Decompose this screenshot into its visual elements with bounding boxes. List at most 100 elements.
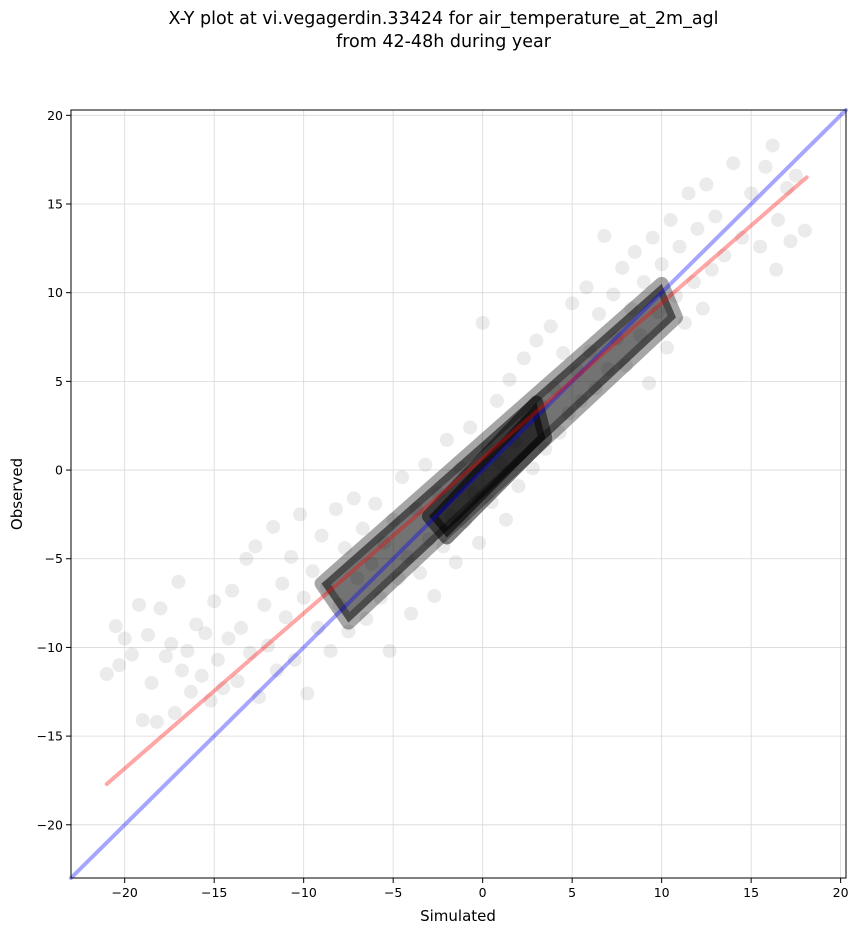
- data-point: [210, 652, 225, 667]
- data-point: [117, 631, 132, 646]
- data-point: [797, 223, 812, 238]
- data-point: [337, 541, 352, 556]
- data-point: [627, 244, 642, 259]
- data-point: [552, 425, 567, 440]
- y-tick: −10: [37, 640, 71, 655]
- data-point: [645, 230, 660, 245]
- x-tick: 15: [743, 878, 759, 900]
- dense-point-core: [421, 395, 553, 545]
- data-point: [543, 319, 558, 334]
- x-tick-label: 10: [654, 885, 670, 900]
- x-axis-label: Simulated: [420, 907, 496, 925]
- data-point: [744, 186, 759, 201]
- data-point: [556, 345, 571, 360]
- y-tick-label: 10: [47, 285, 63, 300]
- data-point: [153, 601, 168, 616]
- data-point: [171, 574, 186, 589]
- x-tick-label: 15: [743, 885, 759, 900]
- data-point: [668, 289, 683, 304]
- data-point: [234, 620, 249, 635]
- data-point: [167, 706, 182, 721]
- data-point: [769, 262, 784, 277]
- data-point: [284, 549, 299, 564]
- x-tick-label: −15: [201, 885, 227, 900]
- data-point: [296, 590, 311, 605]
- data-point: [242, 645, 257, 660]
- data-point: [592, 306, 607, 321]
- data-point: [189, 617, 204, 632]
- y-tick: −15: [37, 729, 71, 744]
- data-point: [278, 610, 293, 625]
- data-point: [418, 457, 433, 472]
- data-point: [660, 340, 675, 355]
- data-point: [498, 512, 513, 527]
- data-point: [704, 262, 719, 277]
- data-point: [135, 713, 150, 728]
- data-point: [140, 628, 155, 643]
- data-point: [216, 681, 231, 696]
- data-point: [239, 551, 254, 566]
- data-point: [717, 248, 732, 263]
- data-point: [472, 535, 487, 550]
- data-point: [346, 491, 361, 506]
- data-point: [323, 643, 338, 658]
- data-point: [677, 315, 692, 330]
- data-point: [529, 333, 544, 348]
- data-point: [275, 576, 290, 591]
- data-point: [654, 257, 669, 272]
- data-point: [225, 583, 240, 598]
- data-point: [765, 138, 780, 153]
- data-point: [198, 626, 213, 641]
- data-point: [124, 647, 139, 662]
- y-tick: −20: [37, 817, 71, 832]
- y-tick-label: −20: [37, 817, 63, 832]
- data-point: [203, 693, 218, 708]
- data-point: [183, 684, 198, 699]
- x-tick-label: 20: [833, 885, 849, 900]
- data-point: [260, 638, 275, 653]
- y-tick: 20: [47, 108, 71, 123]
- grid-lines: [71, 110, 846, 878]
- data-point: [305, 564, 320, 579]
- data-point: [230, 674, 245, 689]
- y-tick-label: 15: [47, 197, 63, 212]
- chart-title-line1: X-Y plot at vi.vegagerdin.33424 for air_…: [168, 9, 719, 29]
- data-point: [293, 507, 308, 522]
- data-point: [341, 624, 356, 639]
- data-point: [180, 643, 195, 658]
- data-point: [355, 521, 370, 536]
- x-tick-label: 5: [568, 885, 576, 900]
- data-point: [735, 230, 750, 245]
- y-tick-label: −10: [37, 640, 63, 655]
- data-point: [463, 420, 478, 435]
- y-tick: 5: [55, 374, 71, 389]
- data-point: [413, 565, 428, 580]
- data-point: [579, 280, 594, 295]
- y-tick: 15: [47, 197, 71, 212]
- data-point: [663, 212, 678, 227]
- data-point: [448, 555, 463, 570]
- data-point: [502, 372, 517, 387]
- data-point: [788, 168, 803, 183]
- data-point: [686, 275, 701, 290]
- y-tick-label: −5: [45, 551, 63, 566]
- data-point: [690, 221, 705, 236]
- data-point: [164, 636, 179, 651]
- data-point: [681, 186, 696, 201]
- data-point: [108, 619, 123, 634]
- data-point: [112, 658, 127, 673]
- data-point: [266, 519, 281, 534]
- data-point: [395, 470, 410, 485]
- data-point: [642, 376, 657, 391]
- data-point: [194, 668, 209, 683]
- y-tick: −5: [45, 551, 71, 566]
- data-point: [708, 209, 723, 224]
- x-tick: 5: [568, 878, 576, 900]
- x-tick: −5: [384, 878, 402, 900]
- y-tick: 0: [55, 463, 71, 478]
- data-point: [770, 212, 785, 227]
- data-point: [525, 461, 540, 476]
- y-tick: 10: [47, 285, 71, 300]
- data-point: [368, 496, 383, 511]
- data-point: [314, 528, 329, 543]
